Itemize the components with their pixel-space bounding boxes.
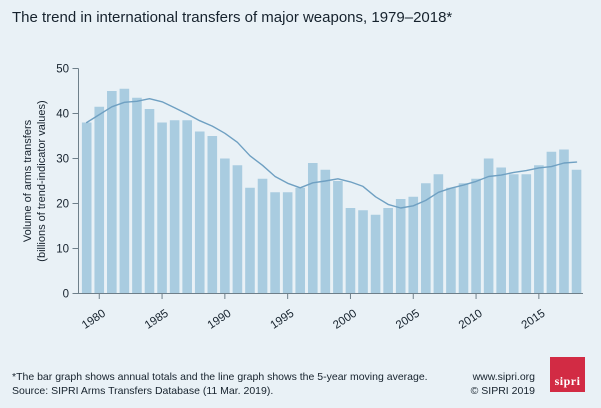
bar-2011 [483,158,494,294]
bar-1991 [232,165,243,294]
bar-1983 [132,97,142,294]
bar-1992 [245,187,255,294]
bar-1981 [107,91,117,294]
bar-1990 [220,158,230,294]
x-tick-label-2005: 2005 [394,308,422,332]
bar-2001 [358,210,368,294]
bar-1985 [157,122,167,294]
sipri-website-link[interactable]: www.sipri.org [472,371,535,383]
y-tick-label-20: 20 [56,199,69,211]
bar-1979 [81,122,92,294]
bar-1995 [282,192,293,294]
y-axis-title: Volume of arms transfers (billions of tre… [22,100,48,261]
bar-1994 [270,192,280,294]
bar-2013 [508,174,519,294]
sipri-logo-text: sipri [554,374,581,388]
bar-1982 [119,88,130,294]
bar-2016 [546,151,557,294]
bar-2008 [446,187,456,294]
sipri-site-info: www.sipri.org © SIPRI 2019 [471,370,535,398]
x-tick-label-2015: 2015 [520,308,548,332]
y-tick-label-30: 30 [56,154,69,166]
sipri-copyright: © SIPRI 2019 [470,385,535,397]
bar-2004 [395,199,406,294]
x-tick-label-1995: 1995 [268,308,296,332]
bar-2003 [383,208,393,294]
bar-2009 [458,183,469,294]
bar-1999 [333,181,343,294]
bar-2002 [370,214,381,294]
bar-2006 [421,183,431,294]
y-tick-label-50: 50 [56,64,69,76]
bar-1993 [257,178,268,294]
bar-1987 [182,120,192,294]
footnote-source-line: Source: SIPRI Arms Transfers Database (1… [12,385,274,397]
bar-1986 [169,120,180,294]
bar-2010 [471,178,481,294]
bar-2007 [433,174,444,294]
chart-footnote: *The bar graph shows annual totals and t… [12,370,428,398]
bar-1997 [307,163,318,294]
bar-2014 [521,174,532,294]
x-tick-label-2000: 2000 [331,308,359,332]
bar-2017 [559,149,569,294]
x-tick-label-2010: 2010 [457,308,485,332]
footnote-line-1: *The bar graph shows annual totals and t… [12,371,428,383]
bar-1988 [194,131,205,294]
x-tick-label-1990: 1990 [206,308,234,332]
bar-1980 [94,106,105,294]
bar-1989 [207,136,218,294]
y-tick-label-0: 0 [63,289,69,301]
x-tick-label-1980: 1980 [80,308,108,332]
bar-2012 [496,167,506,294]
bar-2018 [571,169,582,294]
bar-2015 [534,165,544,294]
page-title: The trend in international transfers of … [12,9,453,26]
y-tick-label-10: 10 [56,244,69,256]
bar-1998 [320,169,331,294]
y-tick-label-40: 40 [56,109,69,121]
bar-1984 [144,109,155,294]
bar-2000 [345,208,356,294]
bar-1996 [295,187,306,294]
x-tick-label-1985: 1985 [143,308,171,332]
moving-average-line [85,97,578,209]
sipri-logo: sipri [550,357,585,392]
bar-2005 [408,196,419,294]
